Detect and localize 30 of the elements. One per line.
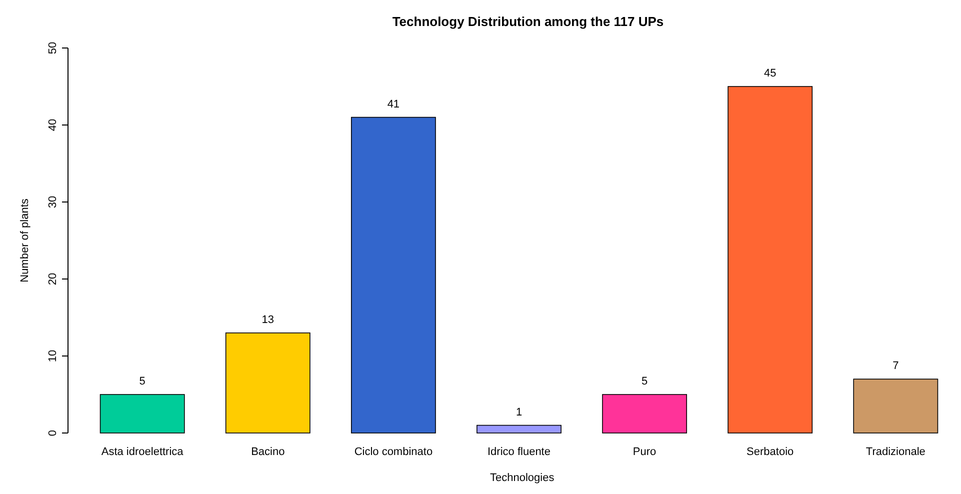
x-tick-label: Serbatoio: [746, 446, 794, 458]
bar: [100, 394, 185, 434]
x-tick-label: Puro: [632, 446, 656, 458]
x-tick-label: Ciclo combinato: [354, 446, 433, 458]
y-tick-label: 20: [47, 272, 59, 286]
y-tick-label: 10: [47, 350, 59, 362]
data-label: 41: [387, 98, 400, 110]
data-label: 5: [641, 376, 648, 388]
y-tick-label: 0: [47, 430, 59, 436]
bar: [476, 424, 562, 434]
x-tick-label: Asta idroelettrica: [101, 446, 184, 458]
data-label: 1: [516, 406, 522, 418]
y-tick-label: 50: [47, 42, 59, 54]
data-label: 5: [139, 376, 146, 388]
data-label: 7: [892, 360, 899, 372]
y-tick-label: 30: [47, 196, 59, 208]
chart-title: Technology Distribution among the 117 UPs: [392, 14, 664, 29]
x-axis-title: Technologies: [490, 472, 555, 484]
bar: [853, 378, 938, 434]
bar: [728, 86, 813, 434]
bar: [350, 116, 436, 434]
y-tick-label: 40: [47, 118, 59, 132]
x-tick-label: Bacino: [251, 446, 285, 458]
data-label: 45: [764, 68, 776, 80]
bar: [225, 332, 310, 434]
y-axis-title: Number of plants: [19, 198, 31, 282]
x-tick-label: Tradizionale: [866, 446, 926, 458]
x-tick-label: Idrico fluente: [488, 446, 550, 458]
data-label: 13: [262, 314, 274, 326]
bar: [602, 394, 688, 434]
